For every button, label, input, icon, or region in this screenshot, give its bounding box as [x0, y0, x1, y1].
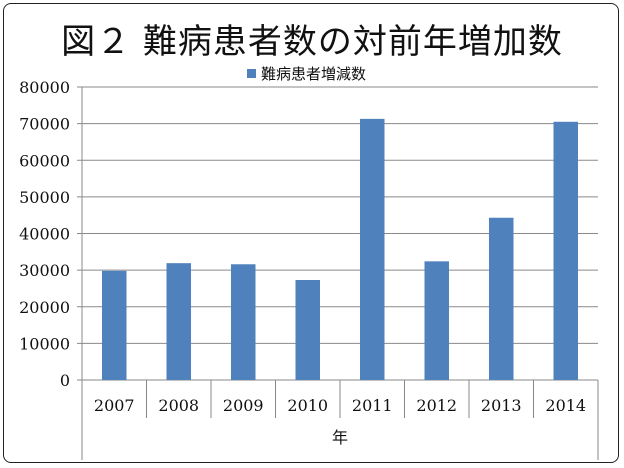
x-axis-title: 年 — [332, 428, 348, 447]
bar-2014 — [553, 121, 579, 380]
y-tick-label: 0 — [60, 371, 70, 390]
bar-2010 — [295, 280, 321, 380]
x-tick-label: 2008 — [158, 396, 199, 415]
bar-2013 — [488, 217, 514, 380]
x-tick-label: 2012 — [416, 396, 457, 415]
y-tick-label: 20000 — [19, 298, 70, 317]
legend: 難病患者増減数 — [247, 63, 366, 83]
bar-2012 — [424, 261, 450, 380]
bar-2011 — [359, 118, 385, 381]
y-tick-label: 30000 — [19, 261, 70, 280]
bar-2007 — [101, 270, 127, 380]
x-tick-label: 2010 — [287, 396, 328, 415]
x-tick-label: 2014 — [545, 396, 586, 415]
legend-swatch — [247, 68, 256, 78]
x-tick-label: 2011 — [352, 396, 393, 415]
x-tick-label: 2007 — [94, 396, 135, 415]
bar-2009 — [230, 264, 256, 380]
y-tick-label: 60000 — [19, 151, 70, 170]
y-tick-label: 70000 — [19, 115, 70, 134]
y-tick-label: 40000 — [19, 225, 70, 244]
x-tick-label: 2009 — [223, 396, 264, 415]
x-tick-label: 2013 — [481, 396, 522, 415]
legend-label: 難病患者増減数 — [261, 64, 367, 83]
bar-2008 — [166, 263, 192, 380]
chart-title: 図２ 難病患者数の対前年増加数 — [61, 22, 563, 62]
y-tick-label: 50000 — [19, 188, 70, 207]
y-tick-label: 10000 — [19, 334, 70, 353]
y-tick-label: 80000 — [19, 78, 70, 97]
